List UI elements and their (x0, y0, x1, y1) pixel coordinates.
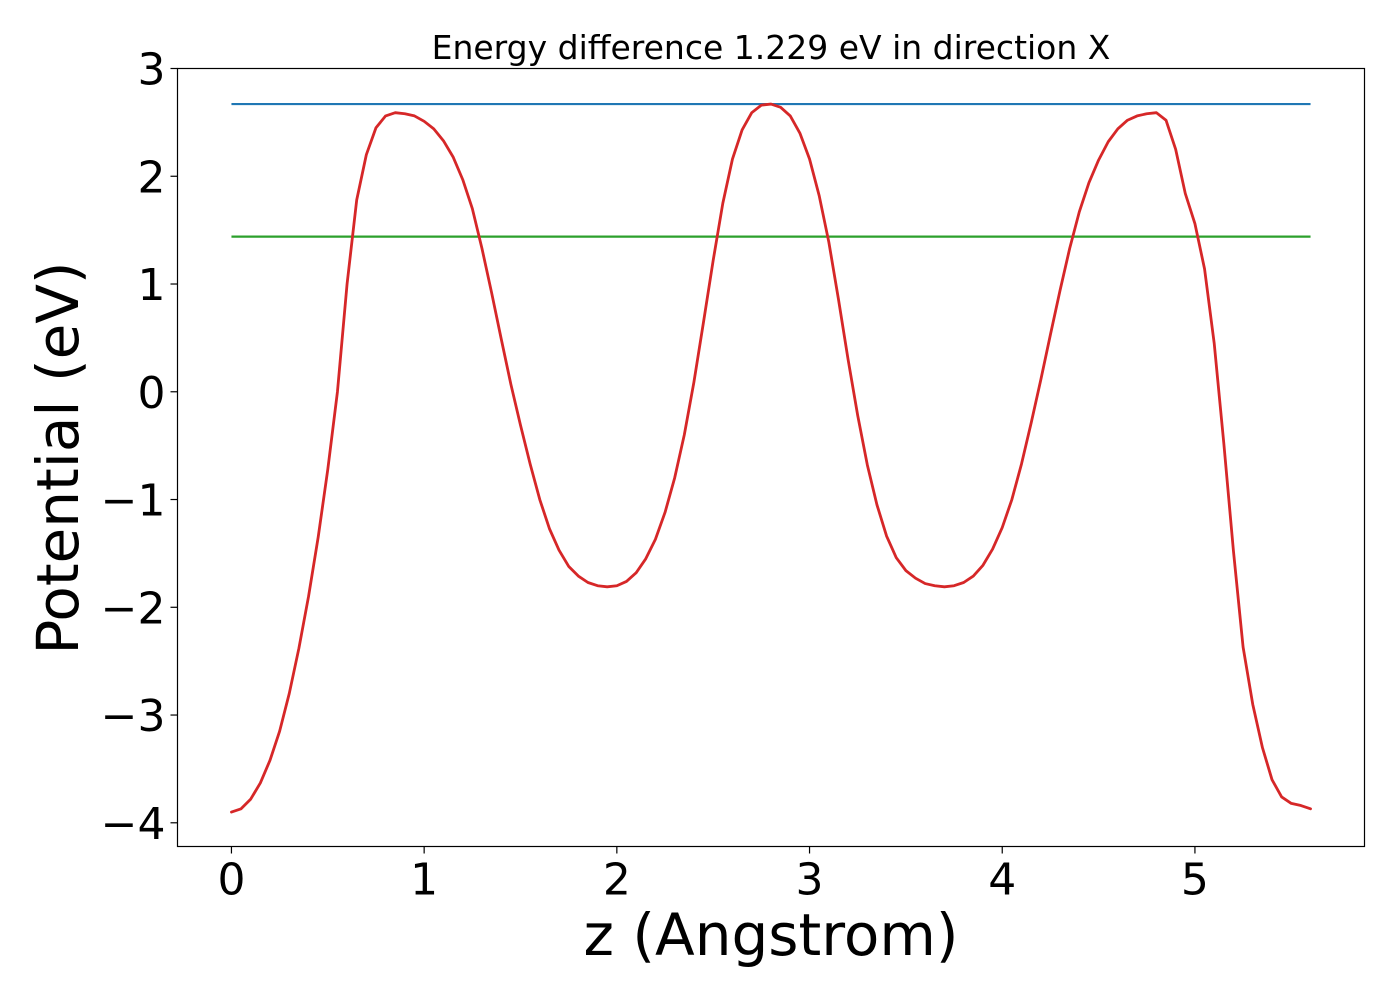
x-tick-label: 5 (1181, 855, 1209, 906)
y-tick-label: 3 (138, 45, 166, 96)
potential-curve (230, 102, 1312, 814)
y-axis: 3 2 1 0 −1 −2 −3 −4 (101, 45, 178, 850)
y-tick-label: −1 (101, 476, 166, 527)
chart-title: Energy difference 1.229 eV in direction … (432, 28, 1111, 67)
y-tick-label: −2 (101, 583, 166, 634)
x-tick-label: 4 (988, 855, 1016, 906)
x-axis: 0 1 2 3 4 5 (217, 846, 1209, 906)
x-tick-label: 1 (410, 855, 438, 906)
y-tick-label: −4 (101, 799, 166, 850)
x-axis-title: z (Angstrom) (584, 901, 959, 969)
x-tick-label: 2 (603, 855, 631, 906)
y-tick-label: 0 (138, 368, 166, 419)
plot-area (230, 102, 1312, 814)
y-tick-label: 2 (138, 152, 166, 203)
plot-frame (176, 67, 1366, 848)
y-axis-title: Potential (eV) (24, 261, 92, 654)
x-tick-label: 0 (217, 855, 245, 906)
y-tick-label: −3 (101, 691, 166, 742)
x-tick-label: 3 (796, 855, 824, 906)
y-tick-label: 1 (138, 260, 166, 311)
